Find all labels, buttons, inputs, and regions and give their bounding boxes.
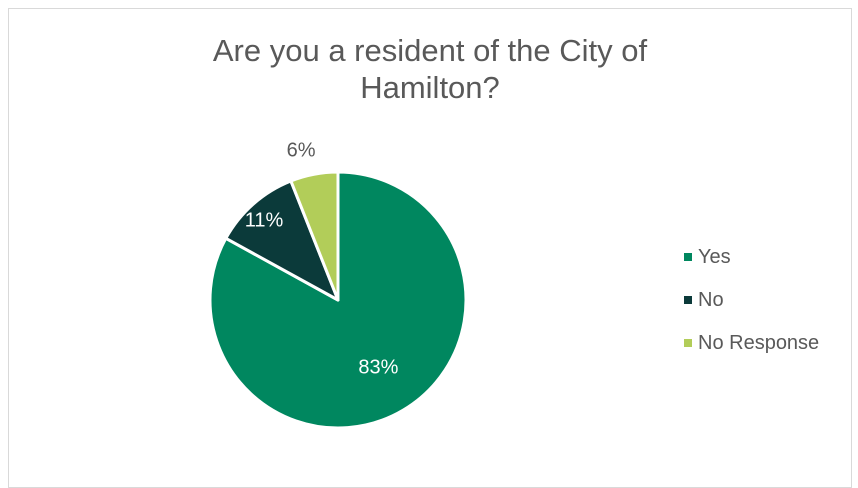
legend-label-no: No xyxy=(698,288,724,311)
chart-title-line-2: Hamilton? xyxy=(360,70,500,105)
data-label-no-response: 6% xyxy=(287,139,316,161)
legend: Yes No No Response xyxy=(684,244,819,373)
pie-slices xyxy=(208,170,468,430)
data-label-no: 11% xyxy=(245,209,284,231)
data-label-yes: 83% xyxy=(358,357,398,379)
legend-swatch-yes xyxy=(684,253,692,261)
pie-labels: 83% 11% 6% xyxy=(245,139,399,378)
legend-swatch-no xyxy=(684,296,692,304)
pie-chart: 83% 11% 6% xyxy=(208,139,468,430)
chart-title: Are you a resident of the City of Hamilt… xyxy=(120,32,740,106)
legend-label-yes: Yes xyxy=(698,245,731,268)
legend-label-no-response: No Response xyxy=(698,331,820,354)
chart-title-line-1: Are you a resident of the City of xyxy=(212,33,648,68)
pie-slice-no-response xyxy=(289,170,340,302)
legend-item-yes: Yes xyxy=(684,244,819,270)
legend-item-no-response: No Response xyxy=(684,330,819,356)
pie-slice-no xyxy=(224,179,340,302)
legend-swatch-no-response xyxy=(684,339,692,347)
legend-item-no: No xyxy=(684,287,819,313)
